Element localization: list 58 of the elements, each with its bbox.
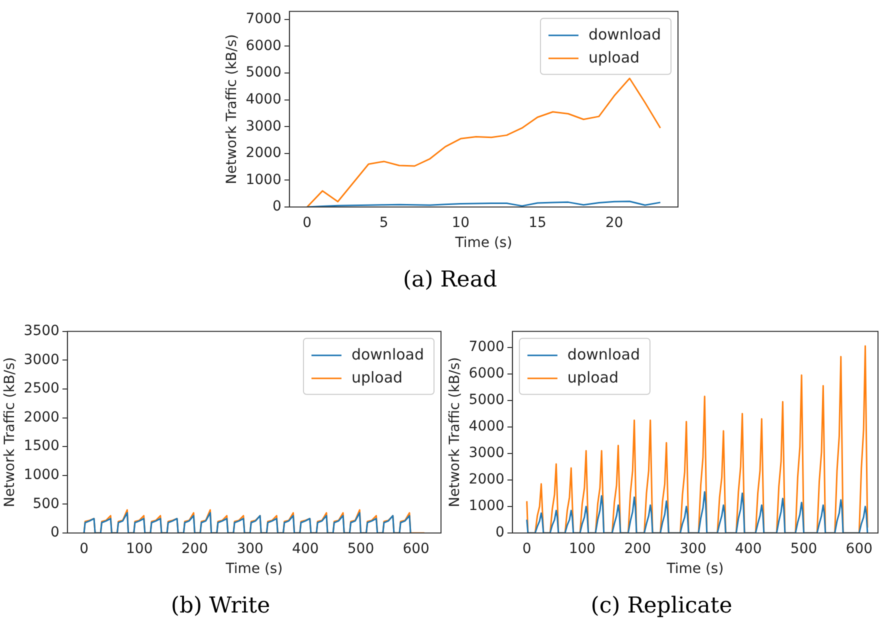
y-tick-label: 500 — [32, 496, 60, 512]
x-axis-title: Time (s) — [224, 560, 283, 577]
text: (b) Write — [170, 594, 270, 619]
legend-label: upload — [351, 368, 403, 386]
x-tick-label: 15 — [528, 215, 546, 232]
y-tick-label: 1500 — [24, 438, 60, 454]
x-tick-label: 100 — [568, 541, 596, 558]
x-tick-label: 0 — [302, 215, 312, 232]
y-tick-label: 5000 — [468, 392, 504, 408]
y-tick-label: 0 — [272, 198, 282, 215]
y-tick-label: 6000 — [468, 365, 504, 382]
legend-label: download — [588, 25, 662, 44]
legend-label: upload — [588, 48, 640, 66]
x-tick-label: 10 — [452, 215, 470, 232]
x-tick-label: 200 — [624, 541, 651, 558]
y-tick-label: 7000 — [246, 11, 282, 28]
y-tick-label: 1000 — [24, 467, 60, 484]
x-tick-label: 400 — [735, 541, 762, 558]
x-tick-label: 300 — [680, 541, 706, 558]
x-axis-title: Time (s) — [454, 234, 512, 251]
x-tick-label: 400 — [292, 541, 319, 558]
x-tick-label: 200 — [181, 541, 208, 558]
y-tick-label: 7000 — [468, 338, 504, 355]
x-tick-label: 600 — [402, 541, 430, 558]
x-tick-label: 600 — [846, 541, 873, 558]
y-tick-label: 3000 — [468, 445, 504, 462]
legend-label: download — [351, 345, 424, 364]
y-tick-label: 2500 — [24, 380, 60, 397]
x-tick-label: 0 — [522, 541, 532, 558]
text: (c) Replicate — [590, 594, 732, 619]
y-tick-label: 1000 — [468, 498, 504, 514]
y-tick-label: 4000 — [468, 418, 504, 435]
y-tick-label: 5000 — [246, 64, 282, 81]
y-tick-label: 1000 — [246, 172, 282, 188]
y-tick-label: 3000 — [24, 352, 60, 368]
x-tick-label: 20 — [605, 215, 624, 232]
x-tick-label: 5 — [379, 215, 388, 232]
x-tick-label: 100 — [126, 541, 153, 558]
x-tick-label: 500 — [347, 541, 374, 558]
y-tick-label: 3000 — [246, 118, 282, 134]
y-tick-label: 6000 — [246, 38, 282, 54]
y-tick-label: 2000 — [468, 472, 504, 488]
x-tick-label: 300 — [236, 541, 264, 558]
text: (a) Read — [402, 268, 498, 293]
y-tick-label: 0 — [50, 524, 60, 541]
x-tick-label: 500 — [790, 541, 818, 558]
y-axis-title: Network Traffic (kB/s) — [224, 34, 240, 184]
y-tick-label: 4000 — [246, 91, 282, 108]
y-axis-title: Network Traffic (kB/s) — [2, 357, 18, 508]
y-tick-label: 3500 — [24, 323, 60, 340]
legend-label: download — [567, 345, 640, 364]
y-tick-label: 2000 — [24, 409, 60, 426]
x-axis-title: Time (s) — [666, 560, 724, 577]
y-tick-label: 0 — [496, 524, 504, 541]
x-tick-label: 0 — [80, 541, 88, 558]
y-tick-label: 2000 — [246, 145, 282, 162]
legend-label: upload — [567, 368, 619, 386]
y-axis-title: Network Traffic (kB/s) — [447, 357, 464, 508]
